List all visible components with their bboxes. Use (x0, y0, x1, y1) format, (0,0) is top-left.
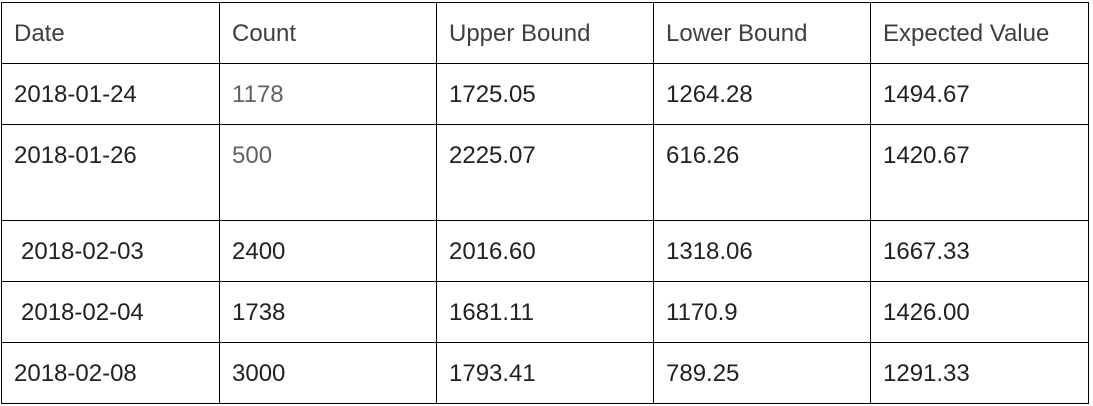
expected-value-cell: 1291.33 (870, 342, 1089, 404)
expected-value-value: 1420.67 (883, 142, 970, 169)
header-lower-bound: Lower Bound (653, 2, 871, 64)
upper-bound-cell: 1793.41 (436, 342, 654, 404)
date-cell: 2018-01-26 (1, 124, 220, 221)
upper-bound-value: 1793.41 (449, 360, 536, 387)
lower-bound-cell: 1170.9 (653, 281, 871, 343)
date-value: 2018-02-08 (14, 360, 137, 387)
date-cell: 2018-02-03 (1, 220, 220, 282)
date-value: 2018-02-04 (21, 299, 144, 326)
header-count-label: Count (232, 20, 297, 47)
header-date: Date (1, 2, 220, 64)
expected-value-cell: 1667.33 (870, 220, 1089, 282)
table-row: 2018-02-08 3000 1793.41 789.25 1291.33 (1, 342, 1089, 404)
upper-bound-value: 2225.07 (449, 142, 536, 169)
expected-value-cell: 1426.00 (870, 281, 1089, 343)
count-cell: 1738 (219, 281, 437, 343)
table-row: 2018-01-24 1178 1725.05 1264.28 1494.67 (1, 63, 1089, 125)
header-row: Date Count Upper Bound Lower Bound Expec… (1, 2, 1089, 64)
expected-value-value: 1494.67 (883, 81, 970, 108)
lower-bound-value: 1170.9 (666, 299, 738, 326)
header-upper-bound-label: Upper Bound (449, 20, 591, 47)
lower-bound-value: 616.26 (666, 142, 740, 169)
count-cell: 3000 (219, 342, 437, 404)
lower-bound-cell: 1318.06 (653, 220, 871, 282)
lower-bound-cell: 1264.28 (653, 63, 871, 125)
lower-bound-cell: 789.25 (653, 342, 871, 404)
date-cell: 2018-02-08 (1, 342, 220, 404)
count-value: 2400 (232, 238, 286, 265)
upper-bound-value: 1725.05 (449, 81, 536, 108)
expected-value-value: 1667.33 (883, 238, 970, 265)
lower-bound-value: 1264.28 (666, 81, 753, 108)
table-row: 2018-02-04 1738 1681.11 1170.9 1426.00 (1, 281, 1089, 343)
upper-bound-value: 2016.60 (449, 238, 536, 265)
expected-value-value: 1426.00 (883, 299, 970, 326)
date-value: 2018-01-26 (14, 142, 137, 169)
header-date-label: Date (14, 20, 65, 47)
count-value: 500 (232, 142, 273, 169)
expected-value-cell: 1420.67 (870, 124, 1089, 221)
upper-bound-cell: 2016.60 (436, 220, 654, 282)
count-value: 1178 (232, 81, 284, 108)
upper-bound-cell: 1681.11 (436, 281, 654, 343)
expected-value-value: 1291.33 (883, 360, 970, 387)
lower-bound-value: 789.25 (666, 360, 740, 387)
header-expected-value: Expected Value (870, 2, 1089, 64)
header-expected-value-label: Expected Value (883, 20, 1050, 47)
lower-bound-cell: 616.26 (653, 124, 871, 221)
count-cell: 500 (219, 124, 437, 221)
date-value: 2018-02-03 (21, 238, 144, 265)
upper-bound-value: 1681.11 (449, 299, 534, 326)
expected-value-cell: 1494.67 (870, 63, 1089, 125)
table-row: 2018-02-03 2400 2016.60 1318.06 1667.33 (1, 220, 1089, 282)
date-cell: 2018-01-24 (1, 63, 220, 125)
header-count: Count (219, 2, 437, 64)
count-value: 3000 (232, 360, 286, 387)
date-cell: 2018-02-04 (1, 281, 220, 343)
count-value: 1738 (232, 299, 286, 326)
count-cell: 2400 (219, 220, 437, 282)
header-lower-bound-label: Lower Bound (666, 20, 808, 47)
header-upper-bound: Upper Bound (436, 2, 654, 64)
table-row: 2018-01-26 500 2225.07 616.26 1420.67 (1, 124, 1089, 221)
count-cell: 1178 (219, 63, 437, 125)
upper-bound-cell: 1725.05 (436, 63, 654, 125)
lower-bound-value: 1318.06 (666, 238, 753, 265)
upper-bound-cell: 2225.07 (436, 124, 654, 221)
date-value: 2018-01-24 (14, 81, 137, 108)
